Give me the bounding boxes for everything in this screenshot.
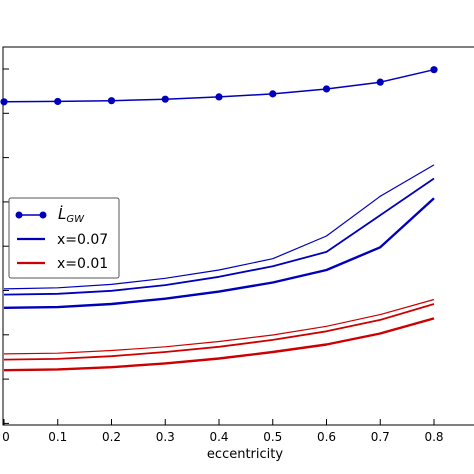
series-point	[430, 66, 438, 74]
series-point	[376, 78, 384, 86]
legend-marker-right	[39, 211, 47, 219]
series-point	[269, 90, 277, 98]
legend-label-lgw: L̇GW	[58, 204, 85, 225]
x-tick-label: 0.3	[156, 430, 175, 444]
x-tick-label: 0.1	[48, 430, 67, 444]
y-axis-ticks	[3, 68, 9, 424]
series-point	[161, 95, 169, 103]
plot-frame	[2, 46, 474, 426]
series-line-6	[3, 317, 435, 372]
series-point	[0, 98, 8, 106]
series-point	[322, 85, 331, 93]
x-tick-label: 0	[2, 430, 10, 444]
x-tick-label: 0.6	[317, 430, 336, 444]
x-tick-label: 0.7	[371, 430, 390, 444]
x-tick-label: 0.4	[209, 430, 228, 444]
x-axis-label: eccentricity	[207, 447, 283, 462]
series-layer	[0, 66, 438, 372]
series-line-3	[3, 197, 435, 309]
x-axis-ticks: 0 0.1 0.2 0.3 0.4 0.5 0.6 0.7 0.8	[2, 419, 444, 444]
legend-item-x007: x=0.07	[17, 232, 108, 248]
legend: L̇GW x=0.07 x=0.01	[8, 197, 120, 279]
x-tick-label: 0.2	[102, 430, 121, 444]
legend-label-x007: x=0.07	[57, 232, 108, 248]
series-line-2	[3, 177, 435, 296]
legend-box	[8, 197, 120, 279]
legend-label-lgw-main: L̇	[58, 204, 66, 223]
legend-label-x001: x=0.01	[57, 256, 108, 272]
x-tick-label: 0.5	[263, 430, 282, 444]
x-tick-label: 0.8	[424, 430, 443, 444]
series-line-4	[3, 298, 435, 355]
legend-item-x001: x=0.01	[17, 256, 108, 272]
series-point	[215, 93, 223, 101]
series-line-5	[3, 303, 435, 361]
series-point	[54, 97, 62, 106]
legend-label-lgw-sub: GW	[66, 214, 85, 225]
series-line-1	[3, 164, 435, 290]
legend-item-lgw: L̇GW	[15, 204, 85, 225]
legend-marker-left	[15, 211, 23, 219]
series-point	[107, 97, 116, 105]
